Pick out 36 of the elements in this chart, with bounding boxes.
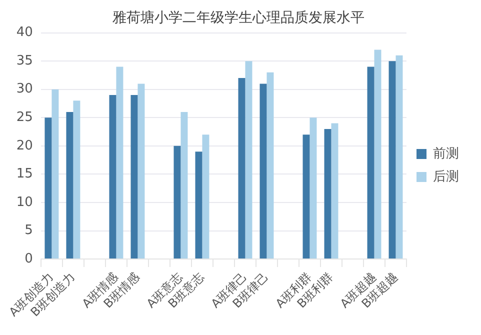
bar bbox=[130, 95, 138, 259]
y-tick-label: 15 bbox=[16, 166, 33, 182]
bar bbox=[238, 78, 246, 259]
bar bbox=[245, 61, 252, 259]
bar bbox=[266, 72, 274, 259]
legend-label: 前测 bbox=[433, 146, 459, 162]
bar bbox=[302, 134, 310, 259]
bar bbox=[116, 66, 124, 259]
y-tick-label: 20 bbox=[16, 138, 33, 154]
bar bbox=[331, 123, 338, 259]
chart-title: 雅荷塘小学二年级学生心理品质发展水平 bbox=[112, 10, 364, 26]
y-tick-label: 5 bbox=[24, 223, 33, 238]
y-tick-label: 35 bbox=[16, 53, 33, 68]
y-tick-label: 25 bbox=[16, 110, 33, 126]
bar bbox=[73, 100, 80, 259]
y-tick-label: 10 bbox=[16, 194, 33, 210]
bar bbox=[324, 128, 332, 259]
bar bbox=[260, 84, 267, 259]
y-tick-label: 0 bbox=[24, 251, 33, 266]
bar bbox=[44, 118, 52, 259]
legend-label: 后测 bbox=[433, 169, 459, 184]
bar bbox=[202, 134, 210, 259]
bar bbox=[310, 118, 317, 259]
bar bbox=[180, 112, 188, 259]
bar bbox=[374, 50, 382, 259]
bar bbox=[66, 112, 74, 259]
bar bbox=[138, 84, 145, 259]
bar bbox=[388, 61, 396, 259]
bar bbox=[174, 146, 181, 259]
bar bbox=[52, 89, 59, 259]
bar bbox=[195, 152, 202, 259]
bar bbox=[396, 55, 403, 259]
bar bbox=[109, 95, 116, 259]
bar bbox=[367, 66, 374, 259]
y-tick-label: 40 bbox=[16, 25, 33, 40]
y-tick-label: 30 bbox=[16, 82, 33, 97]
